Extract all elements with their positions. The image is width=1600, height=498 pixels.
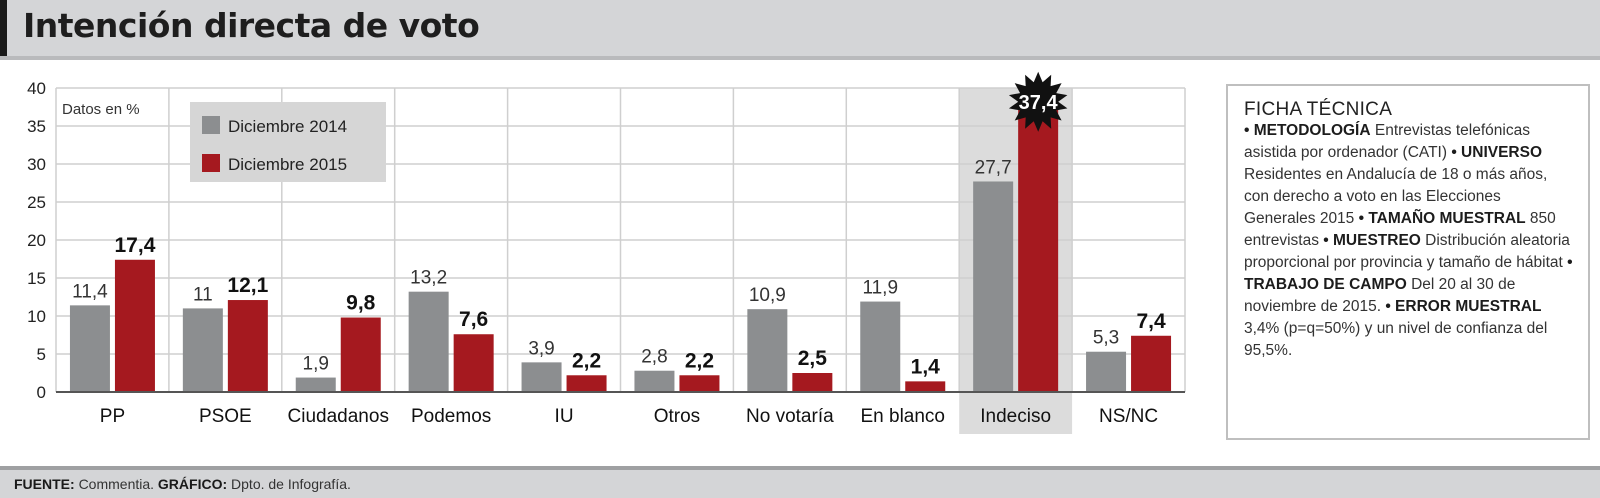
bar-series-2 <box>679 375 720 392</box>
technical-sheet-text: Entrevistas telefónicas asistida por ord… <box>1244 122 1530 161</box>
category-label: Ciudadanos <box>288 406 389 427</box>
bar-series-2 <box>1018 107 1059 392</box>
category-label: PSOE <box>199 406 252 427</box>
bar-series-1 <box>1086 351 1127 392</box>
technical-sheet-label: • METODOLOGÍA <box>1244 122 1371 139</box>
technical-sheet: FICHA TÉCNICA • METODOLOGÍA Entrevistas … <box>1226 84 1590 440</box>
footer-credits: FUENTE: Commentia. GRÁFICO: Dpto. de Inf… <box>0 466 1600 498</box>
category-label: Otros <box>654 406 700 427</box>
bar-value-label: 11 <box>193 284 213 305</box>
technical-sheet-body: • METODOLOGÍA Entrevistas telefónicas as… <box>1244 120 1574 362</box>
y-tick-label: 20 <box>27 231 46 250</box>
y-tick-label: 5 <box>37 345 46 364</box>
bar-series-1 <box>860 301 901 392</box>
bar-value-label: 17,4 <box>115 234 156 257</box>
bar-value-label: 9,8 <box>346 292 376 315</box>
legend-label: Diciembre 2014 <box>228 117 347 136</box>
y-tick-label: 0 <box>37 383 46 402</box>
bar-series-1 <box>747 309 788 392</box>
bar-value-label: 1,9 <box>303 354 329 375</box>
bar-series-2 <box>114 259 155 392</box>
bar-series-1 <box>634 370 675 392</box>
category-label: Indeciso <box>980 406 1051 427</box>
bar-series-1 <box>69 305 110 392</box>
technical-sheet-label: • MUESTREO <box>1323 232 1421 249</box>
bar-value-label: 2,2 <box>572 349 601 372</box>
bar-value-label: 2,5 <box>798 347 828 370</box>
bar-series-1 <box>973 181 1014 392</box>
page-title: Intención directa de voto <box>23 6 480 45</box>
bar-value-label: 5,3 <box>1093 328 1119 349</box>
header-bar: Intención directa de voto <box>0 0 1600 56</box>
bar-value-label: 12,1 <box>227 274 268 297</box>
bar-value-label: 7,6 <box>459 308 488 331</box>
y-tick-label: 40 <box>27 79 46 98</box>
bar-value-label: 13,2 <box>410 268 447 289</box>
graphic-label: GRÁFICO: <box>157 476 228 492</box>
bar-series-2 <box>792 373 833 392</box>
bar-series-1 <box>521 362 562 392</box>
technical-sheet-label: • TAMAÑO MUESTRAL <box>1358 210 1526 227</box>
category-label: PP <box>100 406 125 427</box>
legend-swatch <box>202 154 220 172</box>
technical-sheet-label: • ERROR MUESTRAL <box>1385 298 1542 315</box>
category-label: NS/NC <box>1099 406 1158 427</box>
bar-series-2 <box>566 375 607 392</box>
bar-series-1 <box>295 377 336 392</box>
bar-series-2 <box>453 334 494 392</box>
y-tick-label: 25 <box>27 193 46 212</box>
header-divider <box>0 56 1600 60</box>
legend-label: Diciembre 2015 <box>228 155 347 174</box>
technical-sheet-text: 850 entrevistas <box>1244 210 1556 249</box>
starburst-badge <box>1008 71 1068 132</box>
bar-value-label: 2,2 <box>685 349 714 372</box>
bar-value-label: 37,4 <box>1019 92 1059 114</box>
bar-series-1 <box>182 308 223 392</box>
graphic-text: Dpto. de Infografía. <box>231 476 351 492</box>
legend-swatch <box>202 116 220 134</box>
category-label: No votaría <box>746 406 834 427</box>
technical-sheet-label: • TRABAJO DE CAMPO <box>1244 254 1573 293</box>
technical-sheet-text: Distribución aleatoria proporcional por … <box>1244 232 1570 271</box>
bar-series-2 <box>1131 335 1172 392</box>
technical-sheet-text: Del 20 al 30 de noviembre de 2015. <box>1244 276 1516 315</box>
bar-value-label: 27,7 <box>975 157 1012 178</box>
bar-value-label: 7,4 <box>1136 310 1166 333</box>
y-tick-label: 30 <box>27 155 46 174</box>
technical-sheet-label: • UNIVERSO <box>1451 144 1543 161</box>
bar-series-2 <box>905 381 946 392</box>
unit-note: Datos en % <box>62 101 140 118</box>
bar-value-label: 3,9 <box>528 338 554 359</box>
technical-sheet-text: Residentes en Andalucía de 18 o más años… <box>1244 166 1548 227</box>
category-label: IU <box>555 406 574 427</box>
category-label: Podemos <box>411 406 491 427</box>
bar-value-label: 2,8 <box>641 347 667 368</box>
bar-value-label: 10,9 <box>749 285 786 306</box>
category-label: En blanco <box>860 406 945 427</box>
source-label: FUENTE: <box>14 476 75 492</box>
bar-chart: 0 5 10 15 20 25 30 35 40 11,4 17,4 PP 11 12,1 PSOE 1,9 9… <box>27 71 1186 434</box>
bar-value-label: 11,4 <box>72 281 108 302</box>
technical-sheet-title: FICHA TÉCNICA <box>1244 99 1393 120</box>
legend-box <box>190 102 386 182</box>
technical-sheet-text: 3,4% (p=q=50%) y un nivel de confianza d… <box>1244 320 1548 359</box>
y-tick-label: 35 <box>27 117 46 136</box>
bar-value-label: 1,4 <box>911 355 941 378</box>
y-tick-label: 10 <box>27 307 46 326</box>
bar-series-1 <box>408 291 449 392</box>
bar-value-label: 11,9 <box>862 278 898 299</box>
bar-series-2 <box>227 300 268 392</box>
bar-series-2 <box>340 317 381 392</box>
y-tick-label: 15 <box>27 269 46 288</box>
source-text: Commentia. <box>78 476 155 492</box>
